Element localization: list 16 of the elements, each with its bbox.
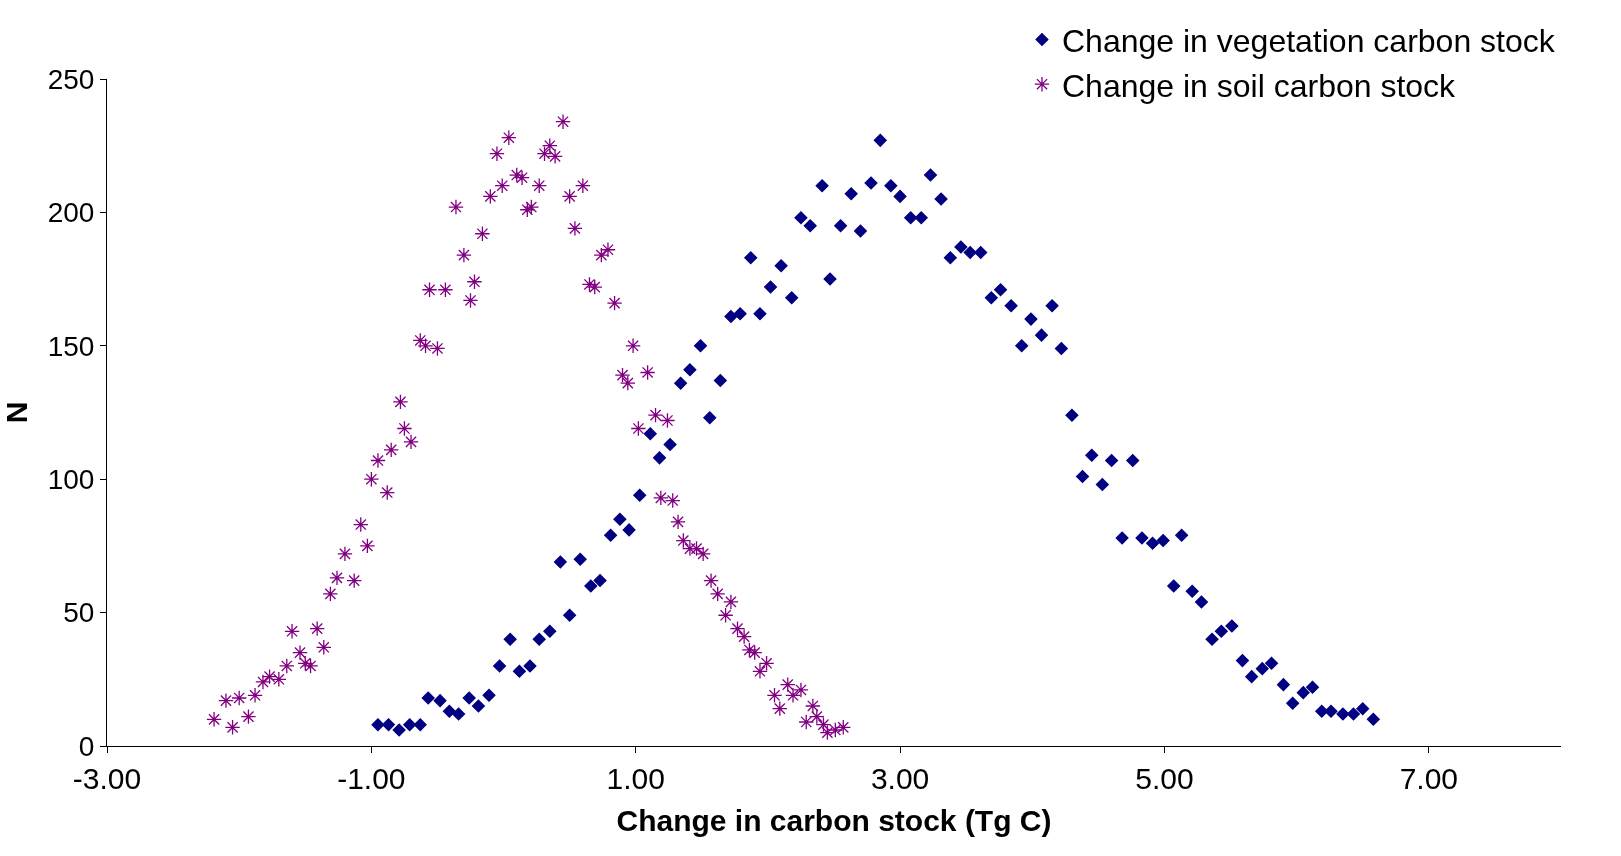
legend-label: Change in soil carbon stock xyxy=(1062,67,1457,104)
x-tick-label: 7.00 xyxy=(1399,762,1459,795)
legend-label: Change in vegetation carbon stock xyxy=(1062,23,1556,60)
x-axis-title: Change in carbon stock (Tg C) xyxy=(616,803,1052,837)
y-tick-label: 100 xyxy=(47,464,95,495)
x-tick-label: 1.00 xyxy=(606,762,665,795)
y-tick-label: 150 xyxy=(47,330,95,362)
y-tick-label: 250 xyxy=(47,63,95,95)
y-tick-label: 200 xyxy=(47,197,95,229)
x-tick-label: -3.00 xyxy=(72,762,142,795)
x-tick-label: 5.00 xyxy=(1135,762,1194,795)
y-tick-label: 50 xyxy=(63,597,95,629)
y-axis-title: N xyxy=(0,401,33,424)
y-tick-label: 0 xyxy=(78,730,95,762)
x-tick-label: -1.00 xyxy=(337,762,406,795)
x-tick-label: 3.00 xyxy=(870,762,930,795)
